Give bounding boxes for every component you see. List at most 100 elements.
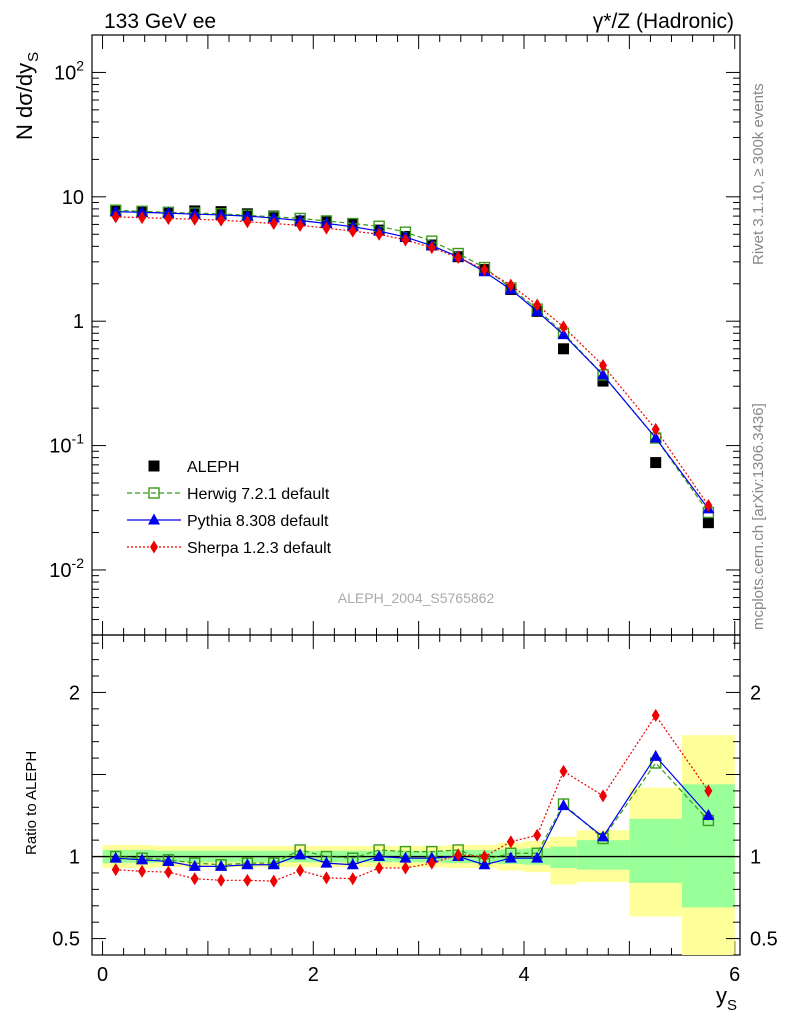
- ratio-point-pythia: [702, 809, 715, 821]
- ratio-point-sherpa: [269, 874, 278, 888]
- legend-marker-pythia: [148, 513, 160, 525]
- header-left-label: 133 GeV ee: [104, 10, 216, 33]
- ratio-point-sherpa: [348, 872, 357, 886]
- uncertainty-band-green: [629, 818, 683, 883]
- legend-label-sherpa: Sherpa 1.2.3 default: [187, 540, 332, 557]
- x-tick-label: 2: [308, 964, 319, 986]
- x-tick-label: 4: [518, 964, 529, 986]
- upper-y-tick-label: 10: [62, 187, 84, 209]
- uncertainty-band-green: [550, 846, 577, 869]
- x-axis-label-subscript: S: [727, 997, 737, 1014]
- upper-point-sherpa: [559, 320, 568, 334]
- ratio-point-pythia: [267, 858, 280, 870]
- ratio-point-pythia: [109, 851, 122, 863]
- legend-label-herwig: Herwig 7.2.1 default: [187, 486, 330, 503]
- upper-point-sherpa: [243, 215, 252, 229]
- upper-point-sherpa: [401, 233, 410, 247]
- upper-point-sherpa: [190, 212, 199, 226]
- upper-point-aleph: [650, 457, 662, 469]
- upper-point-sherpa: [375, 227, 384, 241]
- ratio-point-pythia: [478, 858, 491, 870]
- lower-y-tick-label-right: 2: [750, 682, 761, 704]
- ratio-point-sherpa: [533, 828, 542, 842]
- ratio-point-pythia: [241, 858, 254, 870]
- lower-y-axis-label: Ratio to ALEPH: [23, 751, 40, 855]
- lower-y-tick-label: 0.5: [52, 929, 80, 951]
- upper-point-sherpa: [599, 359, 608, 373]
- ratio-point-sherpa: [599, 789, 608, 803]
- legend-marker-aleph: [148, 460, 160, 472]
- upper-point-sherpa: [217, 213, 226, 227]
- upper-y-tick-label: 10-2: [49, 555, 84, 582]
- legend-marker-herwig: [148, 487, 160, 499]
- upper-point-sherpa: [506, 278, 515, 292]
- upper-y-tick-label: 1: [73, 311, 84, 333]
- upper-point-pythia: [649, 431, 662, 443]
- upper-point-sherpa: [454, 251, 463, 265]
- ratio-point-pythia: [597, 830, 610, 842]
- uncertainty-band-green: [682, 784, 735, 908]
- lower-y-tick-label: 2: [69, 682, 80, 704]
- ratio-point-pythia: [294, 848, 307, 860]
- upper-y-tick-label: 102: [54, 57, 84, 84]
- ratio-point-sherpa: [506, 835, 515, 849]
- upper-point-sherpa: [296, 218, 305, 232]
- ratio-point-sherpa: [480, 850, 489, 864]
- upper-y-axis-label-subscript: S: [25, 52, 42, 62]
- ratio-point-pythia: [373, 850, 386, 862]
- ratio-point-sherpa: [190, 872, 199, 886]
- upper-point-sherpa: [322, 221, 331, 235]
- legend-marker-sherpa: [150, 540, 158, 554]
- upper-point-aleph: [597, 375, 609, 387]
- analysis-watermark: ALEPH_2004_S5765862: [338, 590, 495, 606]
- lower-y-tick-label: 1: [69, 847, 80, 869]
- lower-ratio-panel: 0 2 4 6 0.5 0.5 1 1 2 2: [52, 634, 778, 986]
- ratio-point-sherpa: [243, 873, 252, 887]
- ratio-point-sherpa: [704, 784, 713, 798]
- ratio-point-sherpa: [322, 871, 331, 885]
- ratio-point-pythia: [162, 854, 175, 866]
- ratio-point-sherpa: [111, 863, 120, 877]
- ratio-point-pythia: [346, 858, 359, 870]
- upper-point-sherpa: [651, 422, 660, 436]
- upper-y-axis-label-main: N dσ/dy: [12, 63, 37, 140]
- upper-point-sherpa: [269, 217, 278, 231]
- upper-point-aleph: [558, 343, 570, 355]
- legend: ALEPH Herwig 7.2.1 default Pythia 8.308 de…: [127, 459, 332, 557]
- uncertainty-band-green: [576, 840, 630, 870]
- upper-point-sherpa: [533, 298, 542, 312]
- lower-y-tick-label-right: 0.5: [750, 929, 778, 951]
- x-tick-label: 0: [97, 964, 108, 986]
- rivet-version-label: Rivet 3.1.10, ≥ 300k events: [750, 83, 767, 265]
- ratio-point-sherpa: [651, 708, 660, 722]
- upper-point-sherpa: [164, 211, 173, 225]
- ratio-point-sherpa: [375, 861, 384, 875]
- ratio-point-pythia: [504, 851, 517, 863]
- x-axis-label: yS: [716, 983, 737, 1014]
- upper-y-tick-label: 10-1: [49, 431, 84, 458]
- ratio-point-pythia: [557, 799, 570, 811]
- ratio-point-pythia: [649, 749, 662, 761]
- upper-point-sherpa: [427, 241, 436, 255]
- ratio-point-sherpa: [164, 865, 173, 879]
- ratio-point-sherpa: [401, 861, 410, 875]
- ratio-point-pythia: [188, 859, 201, 871]
- ratio-point-sherpa: [217, 873, 226, 887]
- upper-point-sherpa: [348, 224, 357, 238]
- ratio-point-pythia: [136, 853, 149, 865]
- upper-series-line-herwig: [115, 209, 709, 513]
- ratio-point-pythia: [320, 856, 333, 868]
- x-tick-label: 6: [729, 964, 740, 986]
- upper-point-pythia: [241, 209, 254, 221]
- mcplots-reference-label: mcplots.cern.ch [arXiv:1306.3436]: [750, 403, 767, 630]
- ratio-point-sherpa: [138, 864, 147, 878]
- upper-point-aleph: [702, 517, 714, 529]
- ratio-point-pythia: [215, 859, 228, 871]
- legend-label-pythia: Pythia 8.308 default: [187, 513, 329, 530]
- upper-point-sherpa: [704, 498, 713, 512]
- ratio-point-pythia: [399, 851, 412, 863]
- ratio-series-line-herwig: [115, 762, 709, 866]
- upper-point-pythia: [597, 368, 610, 380]
- legend-label-aleph: ALEPH: [187, 459, 239, 476]
